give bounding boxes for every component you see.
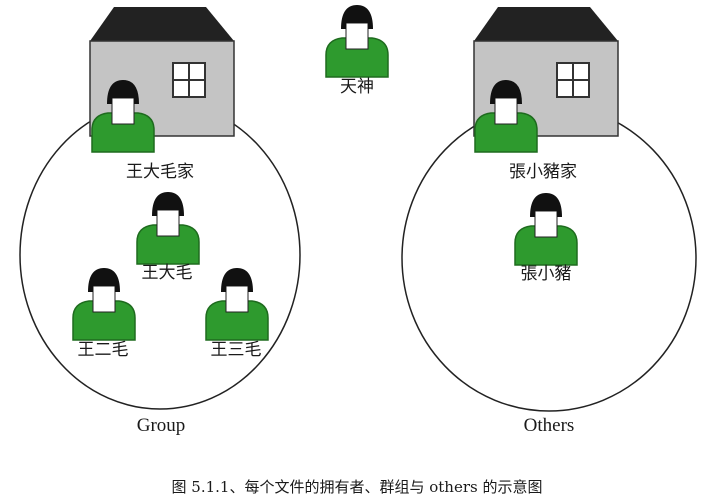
group-left: 王大毛家 王大毛 王二毛 王三毛 Group	[19, 6, 301, 436]
figure-caption: 图 5.1.1、每个文件的拥有者、群组与 others 的示意图	[171, 478, 543, 496]
group-label: Group	[137, 415, 186, 436]
member-label: 王二毛	[78, 340, 129, 360]
member-label: 王大毛	[142, 263, 193, 283]
member-person-icon	[514, 192, 578, 266]
member-label: 張小豬	[521, 264, 572, 284]
member-person-icon	[72, 267, 136, 341]
god-label: 天神	[340, 77, 374, 97]
house-label: 張小豬家	[509, 162, 577, 182]
god-user: 天神	[325, 4, 389, 97]
member-label: 王三毛	[211, 340, 262, 360]
member-person-icon	[136, 191, 200, 265]
god-person-icon	[325, 4, 389, 78]
member-person-icon	[205, 267, 269, 341]
group-right: 張小豬家 張小豬 Others	[401, 6, 697, 436]
house-label: 王大毛家	[126, 162, 194, 182]
group-label: Others	[524, 415, 575, 436]
